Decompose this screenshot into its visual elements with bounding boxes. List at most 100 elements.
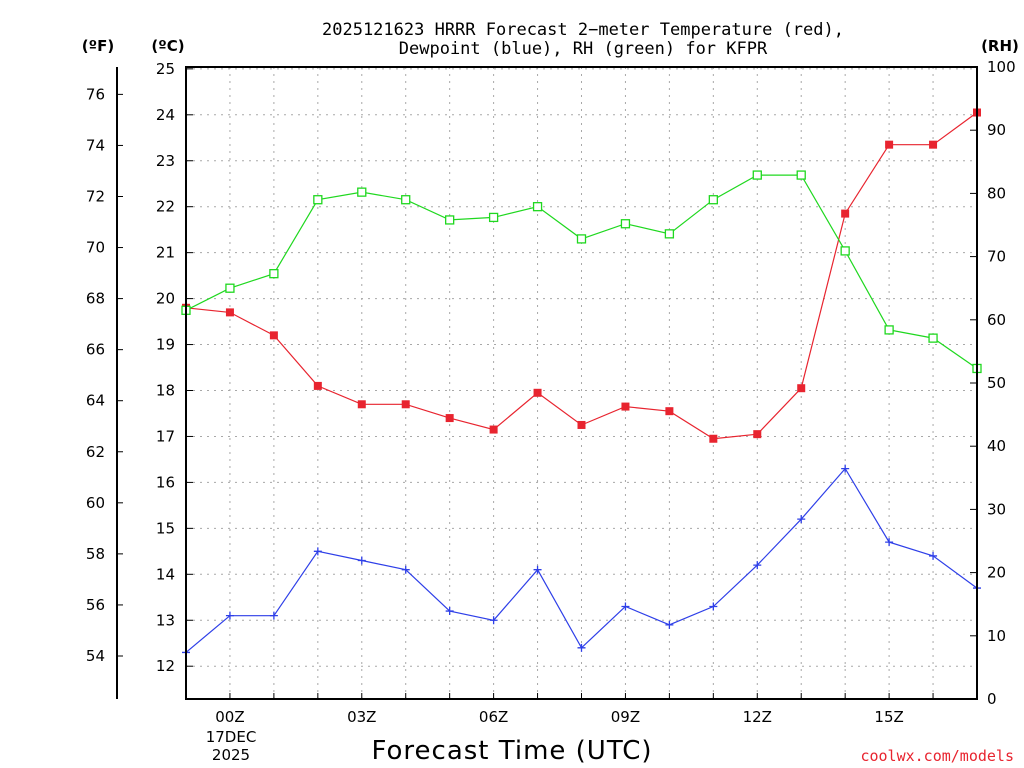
celsius-tick-label: 24 [156,106,175,124]
rh-point [884,325,894,335]
rh-tick-label: 90 [987,121,1006,139]
fahrenheit-tick-label: 68 [86,290,105,308]
rh-point [532,202,543,212]
rh-tick-label: 20 [987,564,1006,582]
rh-point [269,269,279,279]
fahrenheit-tick-label: 72 [86,187,105,205]
celsius-tick-label: 16 [156,473,175,491]
temperature-point [489,425,498,434]
temperature-point [797,384,806,393]
dewpoint-point [313,547,322,556]
fahrenheit-tick-label: 58 [86,545,105,563]
rh-tick-label: 70 [987,248,1006,266]
axes [116,66,978,700]
dewpoint-point [445,607,454,616]
dewpoint-point [885,538,894,547]
rh-point [664,229,675,239]
dewpoint-point [753,561,762,570]
chart-title-line2: Dewpoint (blue), RH (green) for KFPR [399,39,768,59]
temperature-point [533,388,542,397]
rh-point [796,170,806,180]
dewpoint-point [841,464,850,473]
temperature-point [401,400,410,409]
dewpoint-point [357,556,366,565]
fahrenheit-tick-label: 76 [86,85,105,103]
dewpoint-point [533,565,542,574]
temperature-point [313,381,322,390]
temperature-point [357,400,366,409]
x-tick-label: 00Z [215,708,244,726]
rh-unit-label: (RH) [981,37,1019,55]
dewpoint-point [621,602,630,611]
rh-tick-label: 30 [987,500,1006,518]
rh-tick-label: 40 [987,437,1006,455]
temperature-point [753,430,762,439]
temperature-point [665,407,674,416]
temperature-point [621,402,630,411]
x-date-line2: 2025 [212,746,250,764]
rh-tick-label: 80 [987,184,1006,202]
rh-point [620,219,631,229]
celsius-tick-label: 23 [156,152,175,170]
temperature-point [841,209,850,218]
rh-point [488,212,499,223]
dewpoint-point [401,565,410,574]
x-tick-label: 15Z [874,708,903,726]
rh-point [840,246,850,256]
dewpoint-line [185,467,978,653]
celsius-tick-label: 21 [156,244,175,262]
x-tick-label: 09Z [611,708,640,726]
rh-tick-label: 50 [987,374,1006,392]
rh-tick-label: 10 [987,627,1006,645]
x-tick-label: 12Z [743,708,772,726]
grid [186,67,977,699]
dewpoint-point [665,620,674,629]
temperature-point [445,414,454,423]
dewpoint-point [709,602,718,611]
rh-point [576,234,587,244]
celsius-tick-label: 15 [156,519,175,537]
temperature-point [885,140,894,149]
fahrenheit-tick-label: 64 [86,392,105,410]
celsius-tick-label: 20 [156,290,175,308]
temperature-point [225,308,234,317]
temperature-point [709,434,718,443]
temperature-point [269,331,278,340]
rh-tick-label: 100 [987,58,1016,76]
rh-point [401,195,411,205]
rh-point [708,195,718,205]
tick-labels: 54 56 58 60 62 64 66 68 70 72 74 76 12 13 14 15 16 17 18 19… [86,58,1016,726]
temperature-point [577,420,586,429]
fahrenheit-tick-label: 66 [86,341,105,359]
dewpoint-point [225,611,234,620]
celsius-tick-label: 22 [156,198,175,216]
credit-text: coolwx.com/models [860,747,1014,765]
fahrenheit-tick-label: 54 [86,647,105,665]
celsius-unit-label: (ºC) [151,37,184,55]
celsius-tick-label: 12 [156,657,175,675]
rh-point [225,283,235,293]
fahrenheit-tick-label: 70 [86,239,105,257]
fahrenheit-tick-label: 62 [86,443,105,461]
x-date-line1: 17DEC [206,728,257,746]
rh-point [445,215,455,225]
celsius-tick-label: 25 [156,60,175,78]
celsius-tick-label: 13 [156,611,175,629]
x-axis-label: Forecast Time (UTC) [371,736,652,766]
fahrenheit-tick-label: 60 [86,494,105,512]
celsius-tick-label: 18 [156,382,175,400]
rh-point [357,187,367,197]
rh-tick-label: 0 [987,690,997,708]
x-tick-label: 03Z [347,708,376,726]
celsius-tick-label: 19 [156,336,175,354]
dewpoint-point [489,616,498,625]
fahrenheit-tick-label: 74 [86,136,105,154]
fahrenheit-tick-label: 56 [86,596,105,614]
dewpoint-point [929,551,938,560]
chart-title-line1: 2025121623 HRRR Forecast 2−meter Tempera… [322,20,844,40]
dewpoint-point [269,611,278,620]
dewpoint-point [577,643,586,652]
rh-tick-label: 60 [987,311,1006,329]
x-tick-label: 06Z [479,708,508,726]
